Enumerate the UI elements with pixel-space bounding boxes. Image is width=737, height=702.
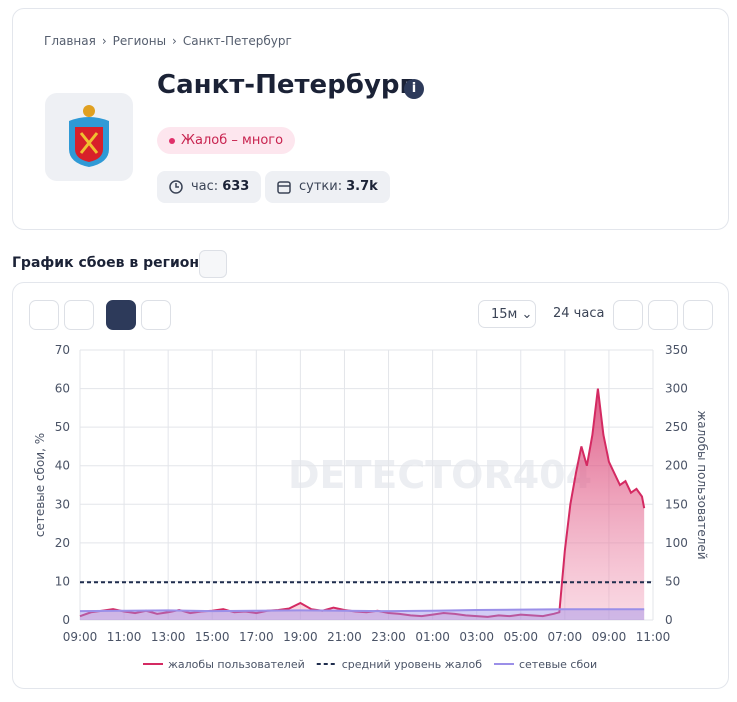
y2-tick-label: 200 [665,459,688,473]
y-tick-label: 0 [62,613,70,627]
map-button[interactable] [199,250,227,278]
crumb-current: Санкт-Петербург [182,34,292,48]
x-tick-label: 01:00 [415,630,450,644]
crumb-link[interactable]: Главная [44,34,96,48]
next-button[interactable] [683,300,713,330]
x-tick-label: 13:00 [151,630,186,644]
x-tick-label: 17:00 [239,630,274,644]
y2-tick-label: 300 [665,382,688,396]
y2-tick-label: 350 [665,343,688,357]
screenshot-button[interactable] [29,300,59,330]
stat-day: сутки: 3.7k [265,171,390,203]
y-tick-label: 70 [55,343,70,357]
x-tick-label: 09:00 [63,630,98,644]
x-tick-label: 15:00 [195,630,230,644]
x-tick-label: 11:00 [107,630,142,644]
interval-select[interactable]: 15м ⌄ [478,300,536,328]
x-tick-label: 23:00 [371,630,406,644]
prev-button[interactable] [613,300,643,330]
stat-hour: час: 633 [157,171,262,203]
x-tick-label: 11:00 [636,630,671,644]
section-title: График сбоев в регионе [12,255,209,271]
calendar-button[interactable] [648,300,678,330]
y-tick-label: 30 [55,497,70,511]
y-tick-label: 60 [55,382,70,396]
crumb-link[interactable]: Регионы [112,34,167,48]
user-button[interactable] [141,300,171,330]
x-tick-label: 19:00 [283,630,318,644]
y-tick-label: 10 [55,574,70,588]
chart-mode-button[interactable] [106,300,136,330]
y2-tick-label: 150 [665,497,688,511]
y2-axis-label: жалобы пользователей [695,410,709,559]
range-label: 24 часа [553,306,605,321]
y-tick-label: 20 [55,536,70,550]
x-tick-label: 21:00 [327,630,362,644]
y-axis-label: сетевые сбои, % [33,433,47,537]
stat-label: час: [191,179,219,194]
legend-label: жалобы пользователей [168,658,305,671]
stat-label: сутки: [299,179,343,194]
interval-value: 15м [491,307,518,322]
data-button[interactable] [64,300,94,330]
stat-value: 3.7k [346,179,378,194]
series-area [80,388,645,620]
y2-tick-label: 100 [665,536,688,550]
y2-tick-label: 50 [665,574,680,588]
emblem-icon [69,105,109,167]
y2-tick-label: 0 [665,613,673,627]
x-tick-label: 07:00 [548,630,583,644]
breadcrumb: Главная › Регионы › Санкт-Петербург [44,34,292,48]
x-tick-label: 09:00 [592,630,627,644]
legend-label: сетевые сбои [519,658,597,671]
legend-label: средний уровень жалоб [342,658,482,671]
series-line [79,608,645,613]
stat-value: 633 [222,179,250,194]
info-button[interactable]: i [404,79,424,99]
x-tick-label: 03:00 [459,630,494,644]
status-badge: Жалоб – много [157,127,296,154]
region-emblem [45,93,133,181]
y2-tick-label: 250 [665,420,688,434]
region-title: Санкт-Петербург [157,70,414,100]
series-line [79,388,646,618]
y-tick-label: 50 [55,420,70,434]
y-tick-label: 40 [55,459,70,473]
watermark: DETECTOR404 [288,453,592,497]
x-tick-label: 05:00 [503,630,538,644]
